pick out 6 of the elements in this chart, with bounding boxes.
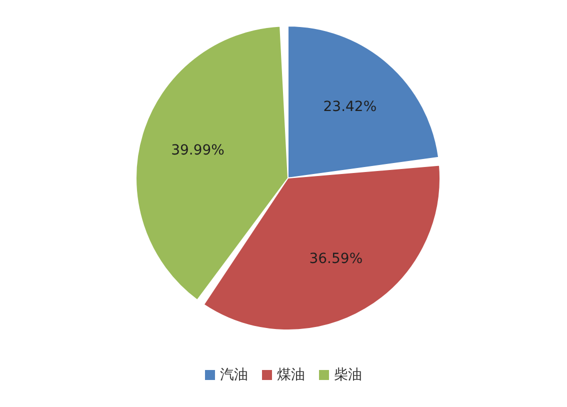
- data-label: 36.59%: [309, 251, 363, 268]
- data-label: 23.42%: [323, 98, 377, 115]
- data-label: 39.99%: [171, 142, 224, 159]
- legend-label: 柴油: [334, 366, 362, 384]
- legend-label: 汽油: [220, 366, 248, 384]
- legend-label: 煤油: [277, 366, 305, 384]
